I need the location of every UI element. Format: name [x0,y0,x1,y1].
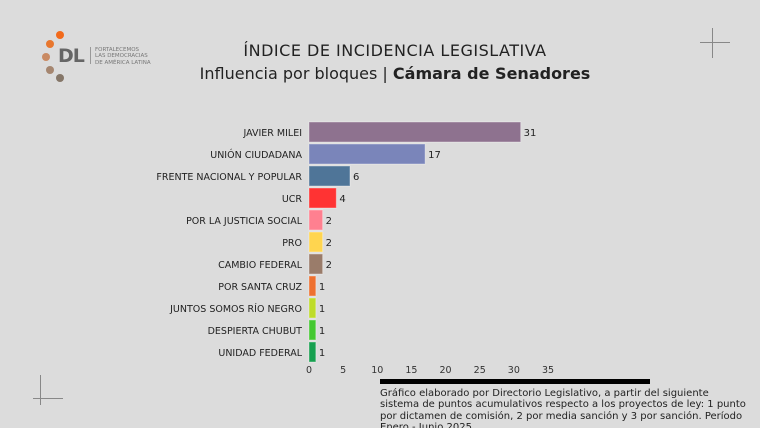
crosshair-decoration [700,42,730,43]
category-label: DESPIERTA CHUBUT [208,326,303,337]
x-tick-label: 10 [371,365,383,376]
bar [308,165,351,187]
x-tick-label: 35 [542,365,554,376]
subtitle-prefix: Influencia por bloques | [199,64,393,83]
x-tick-label: 5 [340,365,346,376]
x-tick-label: 15 [405,365,417,376]
data-label: 1 [319,282,325,293]
data-label: 31 [524,128,537,139]
category-label: UNIÓN CIUDADANA [210,149,302,161]
bar [308,231,324,253]
bar [308,275,317,297]
category-label: JAVIER MILEI [242,128,302,139]
data-label: 1 [319,304,325,315]
logo-dot [42,53,50,61]
data-label: 1 [319,348,325,359]
data-label: 1 [319,326,325,337]
logo-divider [90,47,91,64]
bar [308,121,522,143]
x-tick-label: 30 [508,365,520,376]
category-label: POR LA JUSTICIA SOCIAL [186,216,303,227]
category-label: POR SANTA CRUZ [218,282,302,293]
crosshair-decoration [712,28,713,58]
category-label: CAMBIO FEDERAL [218,260,303,271]
chart-subtitle: Influencia por bloques | Cámara de Senad… [0,64,760,83]
note-divider [380,379,650,384]
logo-mark: DL [58,45,85,67]
tagline-line: LAS DEMOCRACIAS [95,53,148,60]
category-label: JUNTOS SOMOS RÍO NEGRO [169,303,302,315]
category-label: UCR [282,194,303,205]
category-label: PRO [282,238,302,249]
bar [308,187,337,209]
bar [308,341,317,363]
bar [308,143,426,165]
crosshair-decoration [40,375,41,405]
data-label: 17 [428,150,441,161]
logo-dot [46,40,54,48]
data-label: 2 [326,238,332,249]
bar [308,297,317,319]
logo-tagline: FORTALECEMOS LAS DEMOCRACIAS DE AMÉRICA … [95,47,151,66]
crosshair-decoration [33,398,63,399]
data-label: 6 [353,172,359,183]
bar [308,209,324,231]
x-tick-label: 0 [306,365,312,376]
category-label: FRENTE NACIONAL Y POPULAR [156,172,302,183]
subtitle-chamber: Cámara de Senadores [392,64,591,83]
x-tick-label: 25 [474,365,486,376]
data-label: 4 [339,194,345,205]
data-label: 2 [326,216,332,227]
logo-dot [56,31,64,39]
logo-dot [56,74,64,82]
x-tick-label: 20 [440,365,452,376]
chart-title: ÍNDICE DE INCIDENCIA LEGISLATIVA [243,41,547,60]
logo-dot [46,66,54,74]
tagline-line: DE AMÉRICA LATINA [95,59,151,66]
bar [308,319,317,341]
bar [308,253,324,275]
methodology-note: Gráfico elaborado por Directorio Legisla… [380,388,746,428]
data-label: 2 [326,260,332,271]
tagline-line: FORTALECEMOS [95,47,140,53]
category-label: UNIDAD FEDERAL [218,348,302,359]
